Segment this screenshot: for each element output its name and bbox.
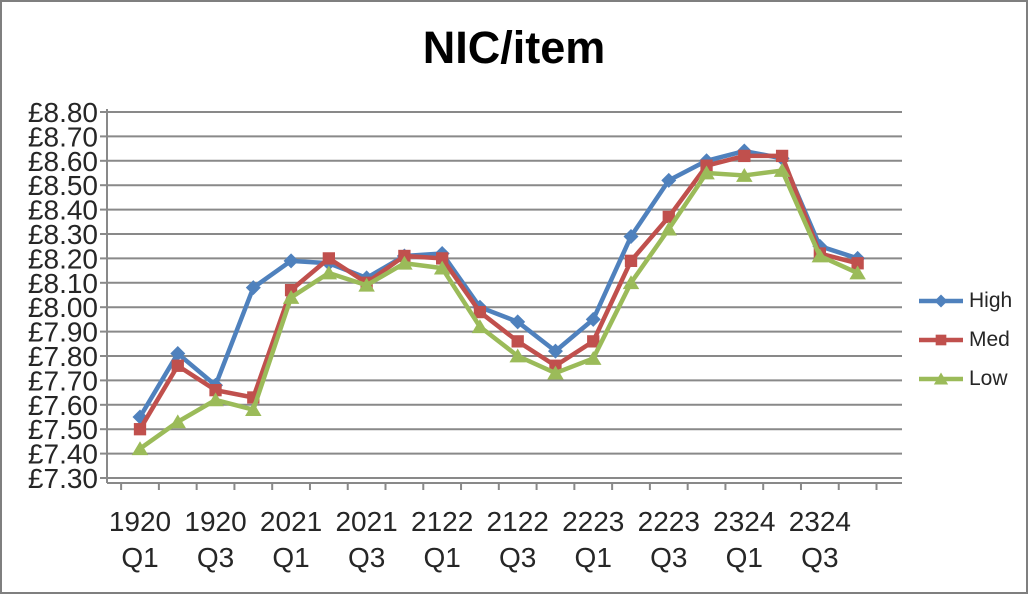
legend-label-med: Med (969, 328, 1010, 351)
series-marker-low[interactable] (547, 365, 564, 380)
y-axis-label: £8.40 (28, 195, 98, 226)
series-marker-low[interactable] (396, 255, 413, 270)
series-marker-high[interactable] (661, 172, 677, 188)
series-marker-high[interactable] (585, 311, 601, 327)
series-marker-low[interactable] (849, 265, 866, 280)
series-marker-med[interactable] (662, 210, 675, 224)
series-marker-low[interactable] (358, 277, 375, 292)
y-axis-label: £8.80 (28, 97, 98, 128)
series-marker-med[interactable] (851, 257, 864, 270)
y-axis-label: £7.70 (28, 365, 98, 396)
y-axis-label: £8.60 (28, 146, 98, 177)
series-line-low[interactable] (137, 168, 860, 451)
series-marker-high[interactable] (283, 253, 299, 269)
x-axis-label-quarter: Q1 (121, 542, 158, 573)
legend-marker-med-icon (919, 334, 963, 345)
y-axis-label: £8.20 (28, 243, 98, 274)
x-axis-label-year: 2021 (335, 506, 397, 537)
series-marker-low[interactable] (509, 348, 526, 363)
x-axis-label-quarter: Q3 (499, 542, 536, 573)
y-axis-label: £7.40 (28, 439, 98, 470)
series-marker-low[interactable] (660, 221, 678, 236)
y-axis-label: £8.70 (28, 121, 98, 152)
series-marker-low[interactable] (320, 265, 338, 280)
legend-shape-high (934, 294, 948, 307)
series-marker-med[interactable] (171, 359, 184, 372)
series-marker-high[interactable] (245, 280, 261, 296)
legend: High Med Low (918, 281, 1012, 398)
x-axis-label-year: 2223 (638, 506, 700, 537)
series-marker-low[interactable] (698, 165, 715, 180)
y-axis-label: £7.50 (28, 414, 98, 445)
legend-marker-low-icon (919, 372, 963, 385)
series-marker-low[interactable] (736, 167, 753, 182)
x-axis-label-quarter: Q3 (348, 542, 385, 573)
series-marker-high[interactable] (547, 343, 563, 359)
x-axis-label-year: 2324 (713, 506, 775, 537)
series-marker-high[interactable] (623, 228, 639, 244)
series-marker-low[interactable] (245, 402, 262, 417)
legend-label-high: High (969, 289, 1013, 312)
series-marker-low[interactable] (433, 260, 451, 275)
y-axis-label: £7.80 (28, 341, 98, 372)
series-marker-med[interactable] (436, 252, 449, 265)
series-marker-low[interactable] (622, 275, 640, 290)
x-axis-label-quarter: Q1 (423, 542, 460, 573)
x-axis-label-year: 2021 (260, 506, 322, 537)
y-axis-label: £8.30 (28, 219, 98, 250)
x-axis-label-year: 2223 (562, 506, 624, 537)
series-marker-low[interactable] (773, 163, 791, 177)
series-marker-med[interactable] (322, 252, 335, 265)
legend-marker-high-icon (919, 294, 963, 307)
x-axis-label-quarter: Q1 (726, 542, 763, 573)
series-marker-med[interactable] (624, 254, 638, 267)
series-marker-high[interactable] (510, 314, 526, 330)
series-marker-low[interactable] (471, 319, 489, 334)
series-marker-med[interactable] (209, 384, 222, 397)
y-axis-label: £7.90 (28, 317, 98, 348)
series-marker-med[interactable] (511, 335, 524, 348)
series-marker-med[interactable] (587, 335, 600, 348)
legend-entry-high[interactable]: High (918, 281, 1012, 320)
series-marker-low[interactable] (207, 392, 224, 407)
series-marker-low[interactable] (282, 289, 300, 304)
y-axis-label: £8.10 (28, 268, 98, 299)
series-marker-med[interactable] (775, 149, 789, 163)
y-axis-label: £8.00 (28, 292, 98, 323)
legend-entry-med[interactable]: Med (918, 320, 1012, 359)
series-marker-low[interactable] (584, 350, 602, 365)
chart-title: NIC/item (422, 22, 606, 73)
series-marker-high[interactable] (170, 346, 186, 362)
x-axis-label-year: 1920 (109, 506, 171, 537)
x-axis-label-quarter: Q1 (272, 542, 309, 573)
x-axis-label-quarter: Q3 (801, 542, 838, 573)
x-axis-label-year: 2122 (487, 506, 549, 537)
x-axis-label-year: 2122 (411, 506, 473, 537)
y-axis-label: £7.30 (28, 463, 98, 494)
series-line-med[interactable] (137, 153, 860, 432)
series-marker-low[interactable] (131, 441, 149, 456)
y-axis-label: £8.50 (28, 170, 98, 201)
series-line-high[interactable] (137, 148, 860, 420)
x-axis-label-year: 1920 (184, 506, 246, 537)
series-marker-med[interactable] (738, 149, 751, 163)
x-axis-label-quarter: Q3 (650, 542, 687, 573)
series-marker-low[interactable] (811, 248, 829, 263)
y-axis-label: £7.60 (28, 390, 98, 421)
series-marker-low[interactable] (169, 414, 187, 429)
legend-label-low: Low (969, 367, 1008, 390)
x-axis-label-quarter: Q3 (197, 542, 234, 573)
x-axis-label-year: 2324 (789, 506, 851, 537)
series-marker-med[interactable] (473, 305, 487, 319)
x-axis-label-quarter: Q1 (575, 542, 612, 573)
series-marker-med[interactable] (133, 423, 147, 436)
legend-shape-med (935, 334, 947, 345)
legend-entry-low[interactable]: Low (918, 359, 1012, 398)
legend-shape-low (933, 372, 949, 385)
